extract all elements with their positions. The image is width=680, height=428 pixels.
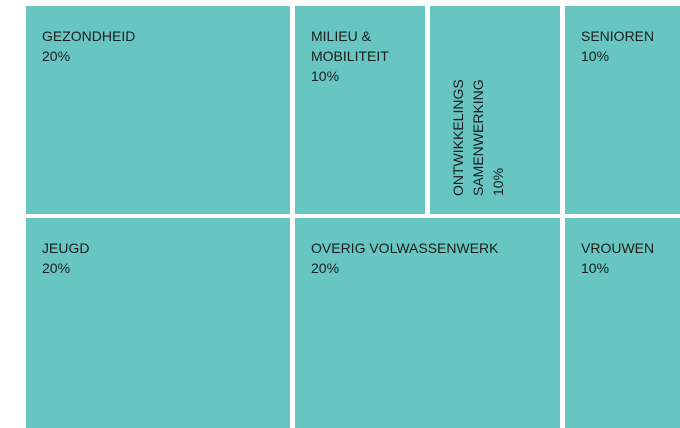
treemap-cell: SENIOREN 10% — [565, 6, 680, 214]
value-label: 20% — [42, 260, 71, 276]
treemap-cell: OVERIG VOLWASSENWERK 20% — [295, 218, 560, 428]
category-label: ONTWIKKELINGS SAMENWERKING — [450, 79, 486, 196]
cell-label: ONTWIKKELINGS SAMENWERKING 10% — [448, 26, 508, 196]
treemap-cell: VROUWEN 10% — [565, 218, 680, 428]
treemap-cell: GEZONDHEID 20% — [26, 6, 290, 214]
category-label: JEUGD — [42, 240, 90, 256]
value-label: 20% — [311, 260, 340, 276]
treemap-cell: MILIEU & MOBILITEIT 10% — [295, 6, 425, 214]
value-label: 10% — [581, 260, 610, 276]
cell-label: OVERIG VOLWASSENWERK 20% — [311, 238, 552, 278]
value-label: 10% — [490, 167, 506, 196]
cell-label: SENIOREN 10% — [581, 26, 672, 66]
treemap-cell: JEUGD 20% — [26, 218, 290, 428]
category-label: GEZONDHEID — [42, 28, 136, 44]
value-label: 20% — [42, 48, 71, 64]
value-label: 10% — [581, 48, 610, 64]
category-label: VROUWEN — [581, 240, 655, 256]
cell-label: VROUWEN 10% — [581, 238, 672, 278]
category-label: MILIEU & MOBILITEIT — [311, 28, 389, 64]
category-label: SENIOREN — [581, 28, 655, 44]
category-label: OVERIG VOLWASSENWERK — [311, 240, 499, 256]
value-label: 10% — [311, 68, 340, 84]
cell-label: GEZONDHEID 20% — [42, 26, 282, 66]
treemap-cell: ONTWIKKELINGS SAMENWERKING 10% — [430, 6, 560, 214]
cell-label: JEUGD 20% — [42, 238, 282, 278]
cell-label: MILIEU & MOBILITEIT 10% — [311, 26, 417, 86]
